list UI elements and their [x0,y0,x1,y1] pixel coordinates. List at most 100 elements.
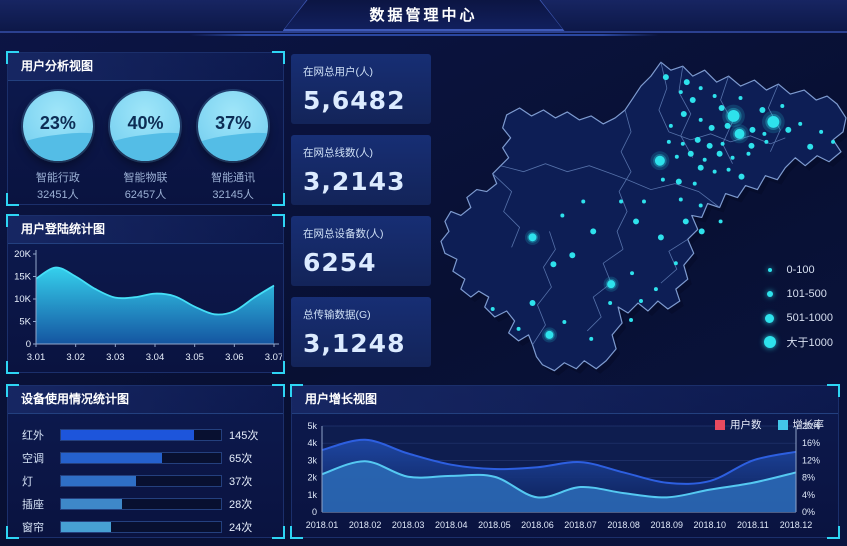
map-legend-row[interactable]: 大于1000 [762,330,834,354]
map-dot [748,142,755,149]
map-dot [689,97,696,104]
map-dot [694,136,701,143]
svg-text:0%: 0% [802,507,815,517]
map-dot [716,150,723,157]
legend-swatch-users [715,419,725,430]
map-dot [720,141,725,146]
gauge-count: 62457人 [124,189,167,201]
device-name: 灯 [22,475,33,488]
map-dot [560,213,565,218]
map-legend-row[interactable]: 0-100 [762,258,834,282]
map-dot [697,164,704,171]
map-dot [529,300,536,307]
map-dot [569,252,576,259]
map-legend-row[interactable]: 101-500 [762,282,834,306]
gauge-admin[interactable]: 23% 智能行政 32451人 [16,91,100,202]
map-dot [746,151,751,156]
corner-accent [272,526,285,539]
svg-text:8%: 8% [802,473,815,483]
legend-dot [766,291,773,297]
login-area-chart[interactable]: 0 5K 10K 15K 20K 3.01 3.02 3.03 3.04 3.05 3.06 3.07 [8,244,283,372]
device-usage-row[interactable]: 红外 145次 [22,423,269,446]
device-usage-bars: 红外 145次 空调 65次灯 37次 插座 28次 窗帘 24次 [8,414,283,538]
map-dot [630,271,635,276]
map-dot [653,287,658,292]
legend-dot-box [762,336,778,348]
map-dot [730,155,735,160]
device-usage-bar-fill [61,521,111,532]
map-legend-row[interactable]: 501-1000 [762,306,834,330]
svg-text:2018.09: 2018.09 [650,520,683,530]
map-dot [678,90,683,95]
corner-accent [272,361,285,374]
device-usage-bar [60,451,222,464]
gauge-label: 智能通讯 [211,172,256,184]
gauge-comms[interactable]: 37% 智能通讯 32145人 [191,91,275,202]
header-bar: 数据管理中心 [0,0,847,33]
svg-text:3k: 3k [307,455,317,465]
stat-card-total-users[interactable]: 在网总用户(人) 5,6482 [291,54,431,124]
device-usage-row[interactable]: 灯 37次 [22,469,269,492]
stat-value: 6254 [303,248,377,277]
panel-device-usage: 设备使用情况统计图 红外 145次 空调 65次灯 37次 插座 28次 窗帘 24次 [6,384,285,539]
growth-area-chart[interactable]: 0 1k 2k 3k 4k 5k 0% 4% 8% 12% 16% 20% 2018.01 2018.02… [292,416,838,538]
map-dot [708,124,715,131]
map-dot [780,104,785,108]
map-dot [545,330,554,339]
map-dot [589,336,594,341]
map-dot [749,126,756,133]
svg-text:3.03: 3.03 [106,352,125,363]
map-dot [762,131,767,136]
map-dot [657,234,664,241]
map-dot [712,169,717,174]
stat-value: 3,1248 [303,329,406,358]
svg-text:4k: 4k [307,438,317,448]
legend-dot-box [762,313,778,323]
panel-title-user-growth: 用户增长视图 [292,386,838,414]
stat-card-total-data[interactable]: 总传输数据(G) 3,1248 [291,297,431,367]
map-canvas[interactable] [432,38,847,378]
svg-text:12%: 12% [802,455,820,465]
device-usage-row[interactable]: 窗帘 24次 [22,515,269,538]
device-usage-bar [60,520,222,533]
map-dot [718,104,725,111]
svg-text:2018.12: 2018.12 [780,520,813,530]
corner-accent [6,214,19,227]
device-name: 插座 [22,498,44,511]
svg-text:15K: 15K [14,272,32,283]
stat-card-total-devices[interactable]: 在网总设备数(人) 6254 [291,216,431,286]
stat-card-total-lines[interactable]: 在网总线数(人) 3,2143 [291,135,431,205]
device-usage-row[interactable]: 空调 65次 [22,446,269,469]
legend-item-users[interactable]: 用户数 [715,417,762,432]
corner-accent [6,193,19,206]
device-usage-row[interactable]: 插座 28次 [22,492,269,515]
device-usage-bar-fill [61,429,194,440]
svg-text:5k: 5k [307,421,317,431]
map-dot [807,143,814,150]
map-dot [641,199,646,204]
panel-title-login-stats: 用户登陆统计图 [8,216,283,244]
map-dot [682,218,689,225]
map-dot [698,86,703,91]
stat-label: 在网总线数(人) [303,147,373,159]
legend-dot-box [762,291,778,297]
gauge-iot[interactable]: 40% 智能物联 62457人 [103,91,187,202]
page-title: 数据管理中心 [369,7,478,24]
svg-text:2018.10: 2018.10 [694,520,727,530]
svg-text:2018.06: 2018.06 [521,520,554,530]
map-dot [726,167,731,172]
map-dot [706,142,713,149]
legend-label: 501-1000 [786,312,834,324]
map-dot [662,74,669,81]
corner-accent [272,51,285,64]
map-dot [490,307,495,312]
svg-text:3.04: 3.04 [146,352,165,363]
legend-item-growth-rate[interactable]: 增长率 [777,417,824,432]
map-dot [680,141,685,146]
stat-value: 3,2143 [303,167,406,196]
map-dot [516,326,521,331]
region-map[interactable]: 0-100 101-500 501-1000 大于1000 [432,38,847,378]
gauge-percent: 40% [127,112,164,133]
device-name: 红外 [22,429,44,442]
legend-label: 大于1000 [786,337,833,349]
